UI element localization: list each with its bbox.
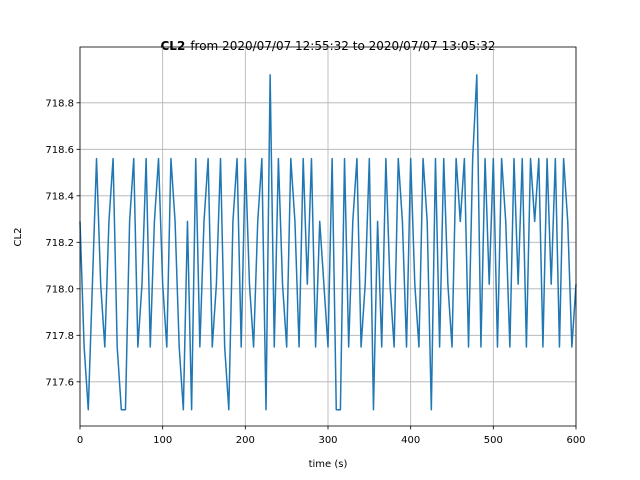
x-axis-label: time (s): [309, 459, 348, 470]
y-axis-label: CL2: [13, 228, 24, 247]
x-tick-label: 600: [566, 435, 585, 446]
y-tick-label: 718.8: [45, 98, 74, 109]
x-tick-label: 0: [77, 435, 83, 446]
y-tick-label: 718.6: [45, 145, 74, 156]
x-tick-label: 400: [401, 435, 420, 446]
y-tick-label: 717.6: [45, 377, 74, 388]
y-tick-label: 718.0: [45, 284, 74, 295]
y-tick-label: 718.2: [45, 238, 74, 249]
axes-frame: [79, 46, 577, 427]
y-tick-label: 717.8: [45, 331, 74, 342]
y-tick-label: 718.4: [45, 191, 74, 202]
data-line: [79, 74, 577, 411]
chart-title: CL2 from 2020/07/07 12:55:32 to 2020/07/0…: [161, 39, 496, 53]
title-name: CL2: [161, 39, 186, 53]
x-tick-label: 200: [236, 435, 255, 446]
x-tick-label: 100: [153, 435, 172, 446]
title-text: from 2020/07/07 12:55:32 to 2020/07/07 1…: [190, 39, 495, 53]
x-tick-label: 500: [484, 435, 503, 446]
x-tick-label: 300: [318, 435, 337, 446]
